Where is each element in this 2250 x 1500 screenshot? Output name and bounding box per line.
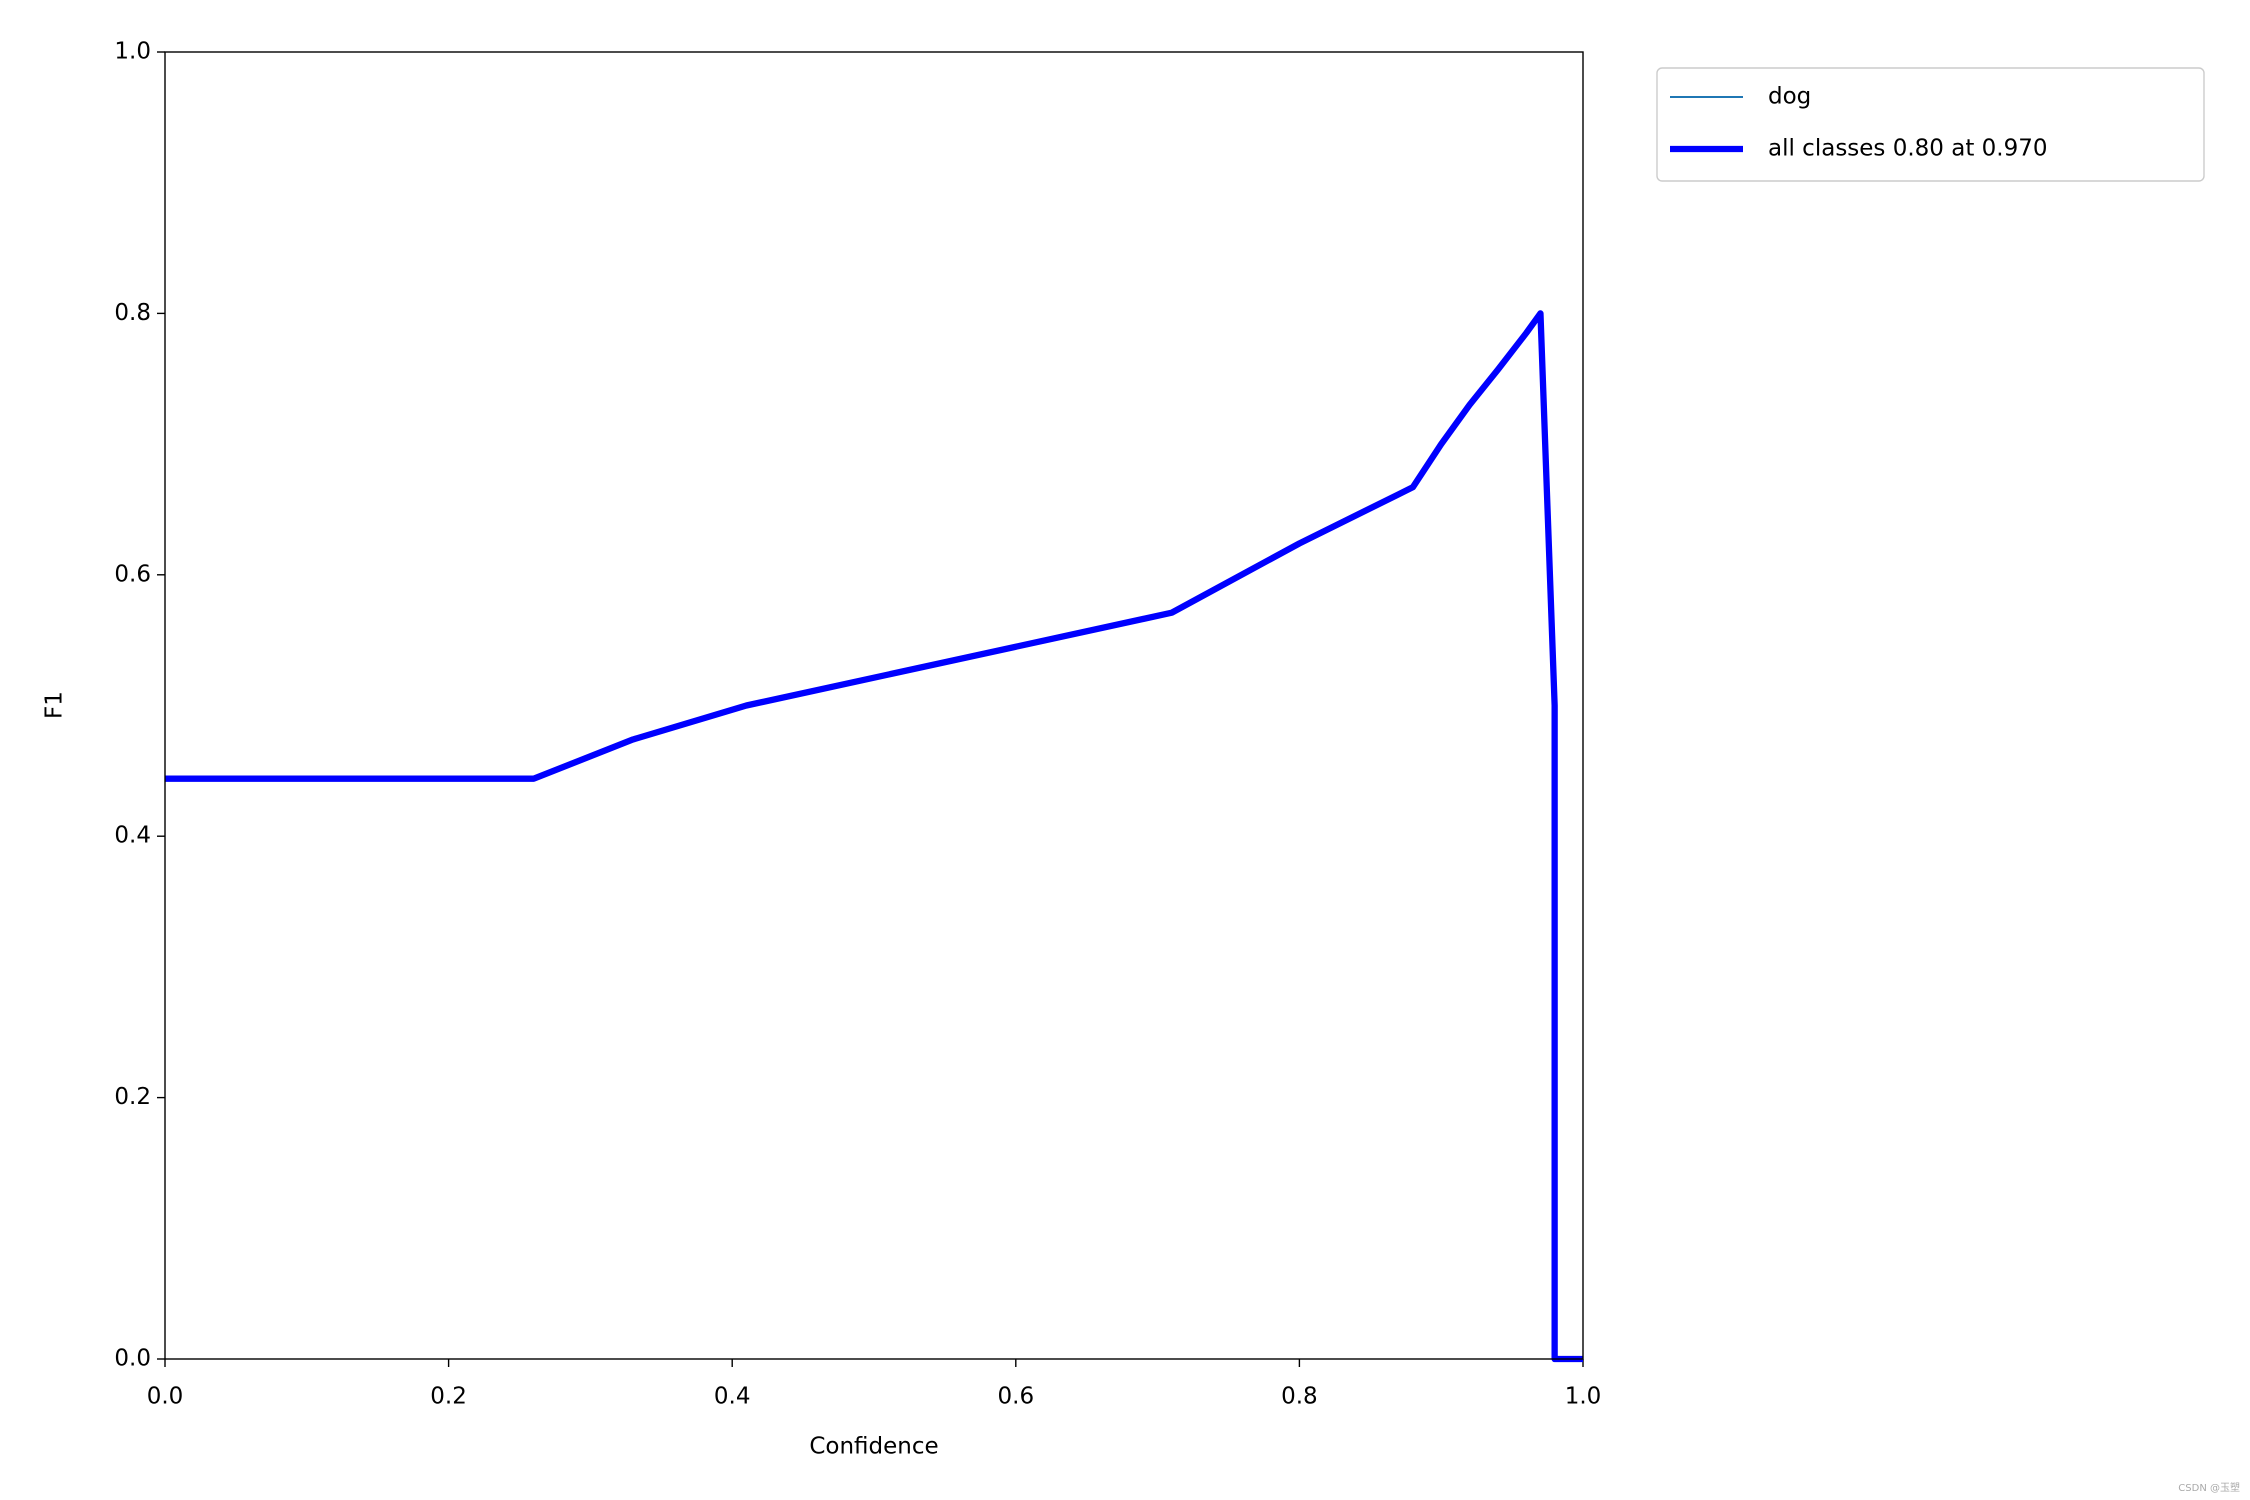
y-axis-label: F1	[42, 691, 68, 719]
y-tick-label: 0.0	[114, 1346, 151, 1372]
y-tick-label: 0.8	[114, 300, 151, 326]
y-tick-label: 1.0	[114, 39, 151, 65]
y-tick-label: 0.2	[114, 1084, 151, 1110]
axes-frame	[164, 51, 1584, 1360]
legend-label: dog	[1768, 84, 1811, 110]
x-tick-label: 1.0	[1565, 1384, 1602, 1410]
series-line	[165, 310, 1583, 1363]
x-tick-label: 0.0	[147, 1384, 184, 1410]
x-tick-label: 0.8	[1281, 1384, 1318, 1410]
x-tick-label: 0.2	[430, 1384, 467, 1410]
legend-label: all classes 0.80 at 0.970	[1768, 136, 2048, 162]
x-tick-label: 0.6	[998, 1384, 1035, 1410]
x-axis-label: Confidence	[809, 1434, 938, 1460]
x-tick-label: 0.4	[714, 1384, 751, 1410]
series-line	[165, 312, 1583, 1361]
legend-box	[1656, 67, 2205, 182]
y-tick-label: 0.4	[114, 823, 151, 849]
watermark: CSDN @玉塑	[2178, 1482, 2240, 1494]
y-tick-label: 0.6	[114, 561, 151, 587]
